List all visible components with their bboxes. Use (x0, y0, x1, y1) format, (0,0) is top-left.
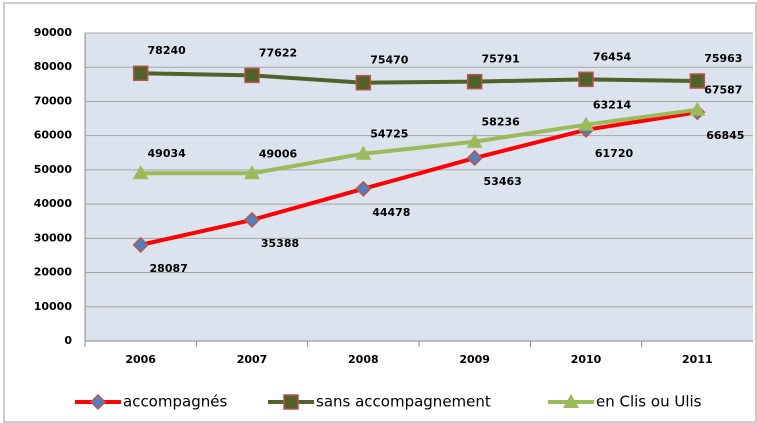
data-label: 53463 (484, 175, 522, 188)
data-label: 58236 (482, 116, 521, 129)
data-label: 78240 (148, 44, 187, 57)
plot-area (85, 33, 753, 341)
marker (466, 133, 483, 148)
x-tick-label: 2010 (571, 353, 602, 366)
marker (132, 236, 149, 253)
series-line (140, 110, 698, 247)
marker (466, 73, 483, 90)
x-tick-label: 2011 (682, 353, 713, 366)
x-tick-label: 2008 (348, 353, 379, 366)
data-label: 67587 (704, 84, 742, 97)
data-label: 44478 (372, 206, 410, 219)
data-label: 35388 (261, 237, 299, 250)
data-label: 75470 (370, 54, 409, 67)
x-tick-label: 2007 (237, 353, 268, 366)
data-label: 66845 (706, 129, 744, 142)
marker (132, 165, 149, 180)
data-label: 61720 (595, 147, 634, 160)
data-label: 75791 (482, 53, 520, 66)
legend-label: en Clis ou Ulis (596, 393, 702, 411)
marker (355, 74, 372, 91)
y-tick-label: 60000 (34, 129, 73, 142)
marker (243, 211, 261, 228)
legend-label: sans accompagnement (316, 393, 491, 411)
series-line (140, 71, 698, 85)
x-tick-label: 2009 (459, 353, 490, 366)
x-tick-label: 2006 (125, 353, 156, 366)
legend-label: accompagnés (123, 393, 227, 411)
marker (578, 116, 594, 131)
data-label: 76454 (593, 50, 632, 63)
data-label: 63214 (593, 99, 632, 112)
data-label: 49034 (148, 147, 187, 160)
marker (689, 73, 706, 89)
data-label: 28087 (150, 262, 188, 275)
marker (132, 65, 149, 81)
data-label: 77622 (259, 46, 297, 59)
marker (355, 180, 372, 197)
marker (689, 101, 706, 116)
marker (244, 165, 260, 180)
marker (283, 394, 299, 410)
data-label: 49006 (259, 147, 298, 160)
y-tick-label: 80000 (34, 60, 73, 73)
marker (563, 394, 579, 408)
data-label: 54725 (370, 128, 408, 141)
y-tick-label: 40000 (34, 197, 73, 210)
y-tick-label: 50000 (34, 163, 73, 176)
marker (244, 67, 260, 84)
y-tick-label: 30000 (34, 231, 73, 244)
y-tick-label: 10000 (34, 300, 73, 313)
marker (578, 71, 594, 88)
y-tick-label: 20000 (34, 266, 73, 279)
marker (466, 149, 483, 167)
y-tick-label: 70000 (34, 94, 73, 107)
data-label: 75963 (704, 52, 742, 65)
marker (355, 145, 372, 160)
y-tick-label: 90000 (34, 26, 73, 39)
y-tick-label: 0 (64, 334, 72, 347)
marker (89, 393, 107, 411)
series-line (140, 107, 698, 176)
